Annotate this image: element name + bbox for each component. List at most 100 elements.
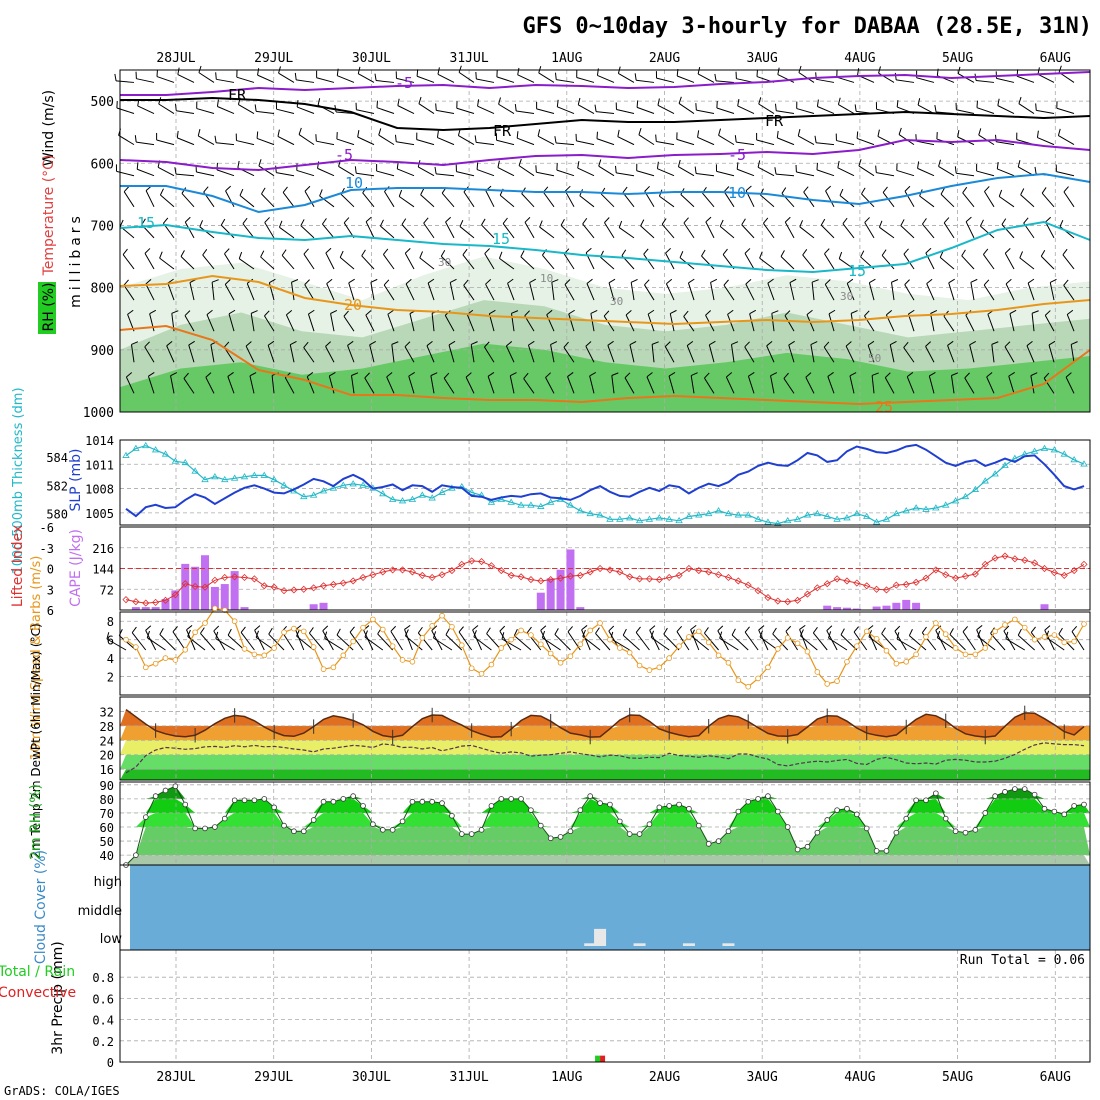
wind-barb-flag [486, 627, 491, 634]
isotherm-label: 15 [137, 214, 155, 232]
thickness-marker [704, 509, 713, 517]
isotherm-label: 25 [875, 398, 893, 416]
wind-barb-flag [719, 219, 724, 227]
wind-barb-flag [1057, 128, 1061, 136]
lifted-marker [349, 577, 357, 585]
wind-barb-flag [286, 309, 293, 316]
wind-barb-flag [644, 279, 650, 286]
wind-barb-flag [649, 625, 656, 631]
temp-line [125, 708, 1085, 738]
wind-barb [131, 632, 147, 651]
wind-barb [560, 225, 575, 239]
wind-barb-flag [869, 278, 876, 284]
rh-marker [478, 827, 485, 833]
wind-barb-flag [849, 372, 857, 377]
wind-barb [962, 631, 976, 651]
wind-barb [656, 141, 675, 146]
wind-barb [307, 313, 315, 332]
wind-barb-flag [719, 631, 723, 639]
wind-barb [423, 222, 435, 239]
wind-barb [408, 375, 415, 394]
wind-barb-flag [947, 340, 954, 346]
wind-barb [704, 377, 715, 394]
wind-speed-marker [992, 628, 998, 635]
wind-barb [536, 171, 555, 177]
dewpoint-line [125, 742, 1085, 774]
wind-barb-flag [1037, 67, 1040, 75]
rh-marker [666, 803, 672, 809]
thickness-marker [645, 515, 654, 522]
wind-barb [284, 377, 295, 394]
wind-barb-flag [554, 136, 557, 144]
wind-barb-flag [1062, 248, 1068, 256]
lifted-marker [754, 587, 762, 595]
wind-barb [361, 255, 375, 270]
wind-barb [1070, 344, 1075, 363]
wind-barb [387, 314, 395, 332]
wind-barb-flag [1070, 341, 1078, 345]
wind-barb [516, 110, 535, 115]
wind-barb-flag [1005, 278, 1012, 285]
thickness-marker [714, 507, 723, 514]
wind-barb-flag [827, 372, 834, 377]
wind-barb-flag [223, 341, 230, 348]
convective-bar [600, 1055, 606, 1062]
lifted-marker [912, 578, 920, 586]
wind-barb [984, 191, 995, 208]
ylabel-slp: SLP (mb) [68, 448, 84, 511]
ylabel-millibars: millibars [68, 212, 84, 308]
wind-barb-flag [784, 216, 791, 223]
lifted-marker [211, 576, 219, 584]
wind-barb [1009, 313, 1015, 332]
wind-barb [962, 192, 975, 208]
wind-barb [285, 314, 295, 332]
wind-speed-marker [320, 666, 327, 672]
pressure-tick: 800 [91, 282, 114, 297]
wind-speed-marker [1031, 636, 1038, 643]
cape-bar [151, 607, 160, 610]
wind-barb-flag [264, 310, 270, 317]
wind-barb [227, 376, 235, 394]
wind-barb-flag [858, 159, 862, 167]
wind-barb [396, 141, 415, 146]
wind-barb [845, 345, 855, 363]
ylabel-cloud: Cloud Cover (%) [33, 850, 49, 964]
rh-marker [379, 827, 386, 833]
wind-barb-flag [448, 340, 456, 346]
wind-barb-flag [622, 628, 627, 636]
isotherm-line [119, 274, 1091, 326]
wind-barb-flag [917, 98, 921, 106]
wind-barb-flag [339, 250, 344, 258]
wind-barb [303, 347, 315, 363]
thickness-marker [418, 491, 426, 498]
wind-barb-flag [304, 185, 311, 192]
cape-bar [833, 607, 842, 610]
wind-barb-flag [1044, 625, 1051, 631]
wind-barb-flag [529, 278, 537, 284]
wind-barb [616, 108, 635, 115]
wind-barb-flag [926, 278, 933, 285]
wind-barb [1008, 375, 1015, 394]
wind-barb-flag [622, 186, 628, 193]
lifted-marker [1060, 571, 1068, 579]
wind-barb [1040, 255, 1055, 270]
rh-marker [814, 829, 821, 836]
wind-barb-flag [172, 626, 178, 633]
wind-barb [824, 253, 835, 270]
rh-marker [952, 828, 959, 835]
thickness-marker [685, 512, 693, 519]
wind-barb-flag [861, 187, 866, 195]
wind-barb-flag [1058, 627, 1063, 635]
wind-barb-flag [837, 97, 841, 105]
wind-barb-flag [607, 340, 614, 346]
wind-barb-flag [516, 131, 519, 139]
wind-barb-flag [744, 341, 750, 348]
wind-barb-flag [663, 627, 668, 635]
wind-barb [187, 636, 206, 651]
rh-tick: 60 [100, 821, 114, 835]
lifted-marker [132, 598, 140, 606]
wind-barb [430, 375, 435, 394]
wind-barb [716, 80, 735, 83]
